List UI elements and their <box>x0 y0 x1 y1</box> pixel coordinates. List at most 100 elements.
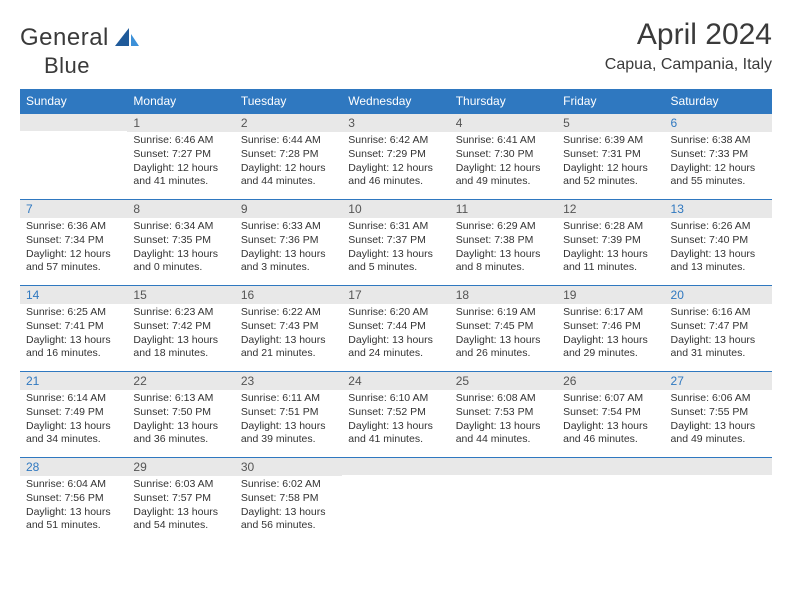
sunset-text: Sunset: 7:56 PM <box>26 492 121 506</box>
daylight-text: Daylight: 13 hours and 29 minutes. <box>563 334 658 361</box>
sunrise-text: Sunrise: 6:46 AM <box>133 134 228 148</box>
sunrise-text: Sunrise: 6:19 AM <box>456 306 551 320</box>
sunset-text: Sunset: 7:49 PM <box>26 406 121 420</box>
day-number: 4 <box>450 114 557 132</box>
sunset-text: Sunset: 7:34 PM <box>26 234 121 248</box>
calendar-week-row: 1Sunrise: 6:46 AMSunset: 7:27 PMDaylight… <box>20 114 772 200</box>
sunrise-text: Sunrise: 6:23 AM <box>133 306 228 320</box>
day-number: 1 <box>127 114 234 132</box>
day-details: Sunrise: 6:14 AMSunset: 7:49 PMDaylight:… <box>20 390 127 451</box>
calendar-cell: 29Sunrise: 6:03 AMSunset: 7:57 PMDayligh… <box>127 458 234 544</box>
sunrise-text: Sunrise: 6:13 AM <box>133 392 228 406</box>
location-subtitle: Capua, Campania, Italy <box>605 56 772 74</box>
daylight-text: Daylight: 13 hours and 34 minutes. <box>26 420 121 447</box>
sunrise-text: Sunrise: 6:28 AM <box>563 220 658 234</box>
day-number: 12 <box>557 200 664 218</box>
sunset-text: Sunset: 7:28 PM <box>241 148 336 162</box>
sunset-text: Sunset: 7:45 PM <box>456 320 551 334</box>
day-details <box>450 475 557 481</box>
sunset-text: Sunset: 7:36 PM <box>241 234 336 248</box>
sunset-text: Sunset: 7:55 PM <box>671 406 766 420</box>
calendar-cell: 10Sunrise: 6:31 AMSunset: 7:37 PMDayligh… <box>342 200 449 286</box>
daylight-text: Daylight: 13 hours and 39 minutes. <box>241 420 336 447</box>
sunrise-text: Sunrise: 6:04 AM <box>26 478 121 492</box>
calendar-week-row: 14Sunrise: 6:25 AMSunset: 7:41 PMDayligh… <box>20 286 772 372</box>
day-number: 28 <box>20 458 127 476</box>
day-number: 7 <box>20 200 127 218</box>
calendar-cell: 22Sunrise: 6:13 AMSunset: 7:50 PMDayligh… <box>127 372 234 458</box>
day-details: Sunrise: 6:25 AMSunset: 7:41 PMDaylight:… <box>20 304 127 365</box>
day-number: 25 <box>450 372 557 390</box>
daylight-text: Daylight: 13 hours and 56 minutes. <box>241 506 336 533</box>
day-details: Sunrise: 6:28 AMSunset: 7:39 PMDaylight:… <box>557 218 664 279</box>
sunrise-text: Sunrise: 6:10 AM <box>348 392 443 406</box>
day-number: 13 <box>665 200 772 218</box>
day-number: 8 <box>127 200 234 218</box>
daylight-text: Daylight: 12 hours and 49 minutes. <box>456 162 551 189</box>
sunrise-text: Sunrise: 6:44 AM <box>241 134 336 148</box>
daylight-text: Daylight: 12 hours and 57 minutes. <box>26 248 121 275</box>
daylight-text: Daylight: 13 hours and 26 minutes. <box>456 334 551 361</box>
sunrise-text: Sunrise: 6:29 AM <box>456 220 551 234</box>
day-details <box>20 131 127 137</box>
calendar-cell: 16Sunrise: 6:22 AMSunset: 7:43 PMDayligh… <box>235 286 342 372</box>
daylight-text: Daylight: 13 hours and 36 minutes. <box>133 420 228 447</box>
calendar-cell: 11Sunrise: 6:29 AMSunset: 7:38 PMDayligh… <box>450 200 557 286</box>
day-details: Sunrise: 6:42 AMSunset: 7:29 PMDaylight:… <box>342 132 449 193</box>
brand-name-2: Blue <box>44 53 141 79</box>
daylight-text: Daylight: 13 hours and 5 minutes. <box>348 248 443 275</box>
calendar-cell: 27Sunrise: 6:06 AMSunset: 7:55 PMDayligh… <box>665 372 772 458</box>
calendar-body: 1Sunrise: 6:46 AMSunset: 7:27 PMDaylight… <box>20 114 772 544</box>
sunset-text: Sunset: 7:38 PM <box>456 234 551 248</box>
day-number: 19 <box>557 286 664 304</box>
sunrise-text: Sunrise: 6:11 AM <box>241 392 336 406</box>
daylight-text: Daylight: 13 hours and 31 minutes. <box>671 334 766 361</box>
daylight-text: Daylight: 13 hours and 24 minutes. <box>348 334 443 361</box>
day-number: 10 <box>342 200 449 218</box>
sunset-text: Sunset: 7:39 PM <box>563 234 658 248</box>
day-details: Sunrise: 6:46 AMSunset: 7:27 PMDaylight:… <box>127 132 234 193</box>
calendar-cell: 2Sunrise: 6:44 AMSunset: 7:28 PMDaylight… <box>235 114 342 200</box>
daylight-text: Daylight: 13 hours and 16 minutes. <box>26 334 121 361</box>
calendar-cell <box>665 458 772 544</box>
day-details: Sunrise: 6:07 AMSunset: 7:54 PMDaylight:… <box>557 390 664 451</box>
sunset-text: Sunset: 7:52 PM <box>348 406 443 420</box>
calendar-cell: 7Sunrise: 6:36 AMSunset: 7:34 PMDaylight… <box>20 200 127 286</box>
weekday-header: Monday <box>127 89 234 114</box>
sunrise-text: Sunrise: 6:26 AM <box>671 220 766 234</box>
daylight-text: Daylight: 13 hours and 49 minutes. <box>671 420 766 447</box>
calendar-cell: 14Sunrise: 6:25 AMSunset: 7:41 PMDayligh… <box>20 286 127 372</box>
calendar-cell: 26Sunrise: 6:07 AMSunset: 7:54 PMDayligh… <box>557 372 664 458</box>
calendar-cell <box>342 458 449 544</box>
sunrise-text: Sunrise: 6:33 AM <box>241 220 336 234</box>
day-details: Sunrise: 6:03 AMSunset: 7:57 PMDaylight:… <box>127 476 234 537</box>
brand-name-1: General <box>20 24 109 51</box>
calendar-cell: 8Sunrise: 6:34 AMSunset: 7:35 PMDaylight… <box>127 200 234 286</box>
daylight-text: Daylight: 13 hours and 51 minutes. <box>26 506 121 533</box>
sunrise-text: Sunrise: 6:34 AM <box>133 220 228 234</box>
daylight-text: Daylight: 13 hours and 11 minutes. <box>563 248 658 275</box>
weekday-header: Thursday <box>450 89 557 114</box>
calendar-cell: 30Sunrise: 6:02 AMSunset: 7:58 PMDayligh… <box>235 458 342 544</box>
daylight-text: Daylight: 13 hours and 21 minutes. <box>241 334 336 361</box>
daylight-text: Daylight: 13 hours and 0 minutes. <box>133 248 228 275</box>
day-details: Sunrise: 6:34 AMSunset: 7:35 PMDaylight:… <box>127 218 234 279</box>
day-number <box>20 114 127 131</box>
day-details <box>665 475 772 481</box>
sunset-text: Sunset: 7:47 PM <box>671 320 766 334</box>
weekday-header: Friday <box>557 89 664 114</box>
calendar-cell: 13Sunrise: 6:26 AMSunset: 7:40 PMDayligh… <box>665 200 772 286</box>
sunset-text: Sunset: 7:33 PM <box>671 148 766 162</box>
sunset-text: Sunset: 7:41 PM <box>26 320 121 334</box>
day-number: 24 <box>342 372 449 390</box>
day-details: Sunrise: 6:02 AMSunset: 7:58 PMDaylight:… <box>235 476 342 537</box>
sunrise-text: Sunrise: 6:06 AM <box>671 392 766 406</box>
sunset-text: Sunset: 7:58 PM <box>241 492 336 506</box>
sunrise-text: Sunrise: 6:17 AM <box>563 306 658 320</box>
day-details: Sunrise: 6:29 AMSunset: 7:38 PMDaylight:… <box>450 218 557 279</box>
day-number <box>450 458 557 475</box>
sunrise-text: Sunrise: 6:08 AM <box>456 392 551 406</box>
calendar-cell: 20Sunrise: 6:16 AMSunset: 7:47 PMDayligh… <box>665 286 772 372</box>
day-details: Sunrise: 6:31 AMSunset: 7:37 PMDaylight:… <box>342 218 449 279</box>
calendar-cell: 1Sunrise: 6:46 AMSunset: 7:27 PMDaylight… <box>127 114 234 200</box>
